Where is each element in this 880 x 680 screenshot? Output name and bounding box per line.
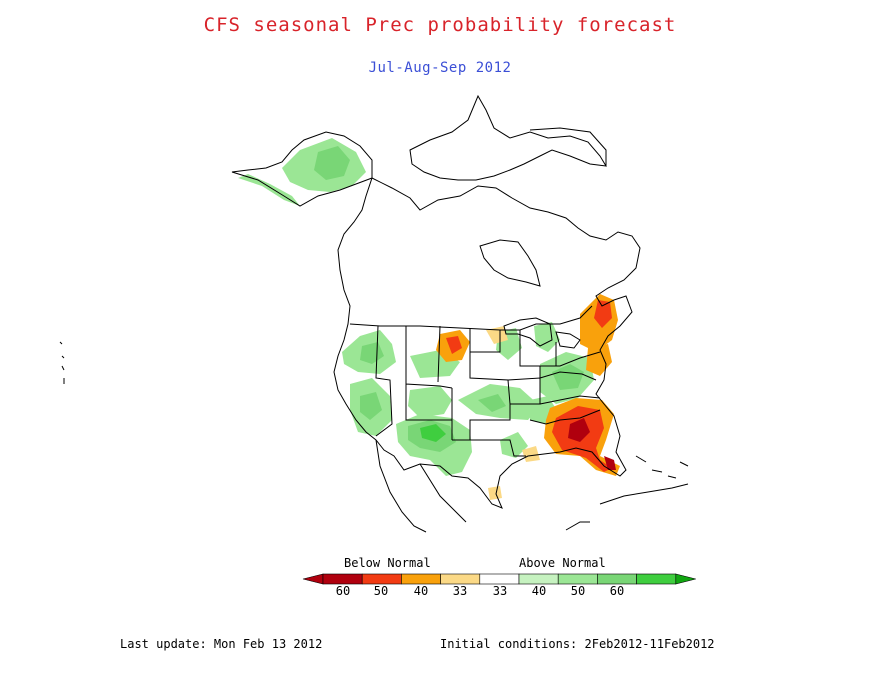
- geographic-outlines: [59, 94, 689, 533]
- georgia-below-peak: [568, 418, 590, 442]
- legend-tick-below-33: 33: [452, 584, 468, 598]
- probability-shading: [238, 138, 620, 500]
- legend-swatch-below-50: [361, 573, 402, 585]
- new-mexico-above-peak: [420, 424, 446, 442]
- great-lakes-outline: [503, 317, 581, 349]
- north-dakota-below-core: [446, 336, 462, 354]
- alaska-outline: [231, 131, 373, 207]
- legend-tick-above-40: 40: [531, 584, 547, 598]
- legend-tick-above-33: 33: [492, 584, 508, 598]
- greenland-outline: [529, 127, 607, 166]
- initial-conditions-text: Initial conditions: 2Feb2012-11Feb2012: [440, 637, 715, 651]
- caribbean-outline: [565, 483, 689, 531]
- utah-colorado-above-region: [408, 386, 452, 418]
- kansas-above-core: [478, 394, 506, 412]
- legend-tick-below-50: 50: [373, 584, 389, 598]
- hawaii-outline: [59, 341, 65, 384]
- louisiana-below-region: [522, 446, 540, 462]
- legend-tick-below-60: 60: [335, 584, 351, 598]
- legend-tick-above-60: 60: [609, 584, 625, 598]
- legend-swatch-below-33: [440, 573, 481, 585]
- ohio-valley-above-core: [552, 364, 584, 390]
- texas-above-region: [500, 432, 528, 458]
- alaska-above-normal-core: [314, 146, 350, 180]
- mexico-outline: [375, 439, 467, 533]
- legend-below-normal-label: Below Normal: [344, 556, 431, 570]
- mid-atlantic-below-region: [586, 344, 612, 376]
- legend-swatch-neutral: [479, 573, 520, 585]
- arctic-islands-outline: [409, 94, 607, 181]
- west-coast-outline: [333, 177, 641, 509]
- legend-arrow-left: [302, 573, 324, 585]
- southeast-alaska-above-region: [238, 174, 300, 206]
- south-texas-below-region: [488, 486, 502, 500]
- legend-tick-above-50: 50: [570, 584, 586, 598]
- legend-swatch-above-40: [557, 573, 598, 585]
- new-england-below-core: [594, 300, 612, 328]
- nevada-above-core: [360, 392, 382, 420]
- map-subtitle: Jul-Aug-Sep 2012: [368, 60, 512, 76]
- legend-colorbar: [302, 573, 696, 585]
- michigan-above-region: [534, 322, 560, 352]
- last-update-text: Last update: Mon Feb 13 2012: [120, 637, 323, 651]
- legend-swatch-below-60: [322, 573, 363, 585]
- pacific-northwest-above-core: [360, 342, 384, 364]
- legend-arrow-right: [675, 573, 696, 585]
- legend-swatch-above-33: [518, 573, 559, 585]
- legend-swatch-above-60: [636, 573, 677, 585]
- legend-above-normal-label: Above Normal: [519, 556, 606, 570]
- legend-swatch-above-50: [597, 573, 637, 585]
- us-canada-border: [349, 305, 593, 331]
- hudson-bay-outline: [479, 239, 541, 287]
- state-lines-west: [375, 325, 541, 457]
- map-title: CFS seasonal Prec probability forecast: [203, 14, 677, 36]
- florida-below-peak: [604, 456, 616, 470]
- state-lines-east: [519, 330, 601, 425]
- bahamas-outline: [635, 455, 689, 479]
- legend-tick-below-40: 40: [413, 584, 429, 598]
- legend-swatch-below-40: [401, 573, 441, 585]
